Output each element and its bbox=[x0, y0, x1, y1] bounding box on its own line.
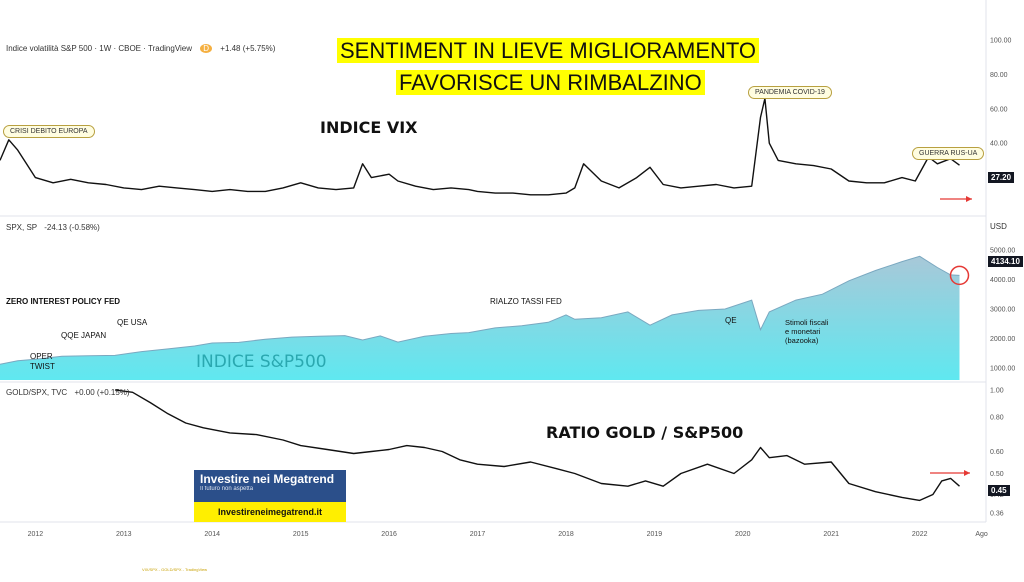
spx-header: SPX, SP -24.13 (-0.58%) bbox=[6, 223, 100, 232]
y-tick-label: 60.00 bbox=[990, 106, 1008, 113]
ann-twist: TWIST bbox=[30, 362, 55, 371]
ann-stimoli-3: (bazooka) bbox=[785, 336, 819, 345]
y-tick-label: 3000.00 bbox=[990, 307, 1015, 314]
spx-label: INDICE S&P500 bbox=[196, 352, 327, 372]
y-tick-label: 0.80 bbox=[990, 414, 1004, 421]
ratio-change: +0.00 (+0.15%) bbox=[74, 388, 130, 397]
spx-header-text: SPX, SP bbox=[6, 223, 37, 232]
logo-url: Investireneimegatrend.it bbox=[194, 502, 346, 522]
x-tick-label: 2014 bbox=[204, 531, 220, 538]
y-tick-label: 1.00 bbox=[990, 387, 1004, 394]
logo-subtitle: Il futuro non aspetta bbox=[200, 486, 254, 492]
spx-change: -24.13 (-0.58%) bbox=[44, 223, 100, 232]
y-tick-label: 0.60 bbox=[990, 449, 1004, 456]
ratio-header: GOLD/SPX, TVC +0.00 (+0.15%) bbox=[6, 388, 130, 397]
vix-line bbox=[0, 97, 960, 196]
ann-stimoli-1: Stimoli fiscali bbox=[785, 318, 829, 327]
x-tick-label: 2017 bbox=[470, 531, 486, 538]
x-tick-label: 2013 bbox=[116, 531, 132, 538]
y-tick-label: 0.50 bbox=[990, 471, 1004, 478]
vix-badge: D bbox=[200, 44, 213, 53]
logo-title: Investire nei Megatrend bbox=[200, 472, 335, 486]
ann-qe-usa: QE USA bbox=[117, 318, 148, 327]
headline-line2: FAVORISCE UN RIMBALZINO bbox=[396, 70, 705, 95]
callout-guerra: GUERRA RUS-UA bbox=[912, 147, 985, 160]
x-tick-label: 2021 bbox=[823, 531, 839, 538]
spx-highlight-circle bbox=[949, 265, 970, 286]
y-tick-label: 80.00 bbox=[990, 72, 1008, 79]
spx-currency: USD bbox=[990, 222, 1007, 231]
vix-label: INDICE VIX bbox=[320, 118, 418, 137]
spx-area bbox=[0, 256, 960, 380]
y-tick-label: 0.36 bbox=[990, 511, 1004, 518]
x-tick-label: 2022 bbox=[912, 531, 928, 538]
y-tick-label: 1000.00 bbox=[990, 366, 1015, 373]
callout-crisi: CRISI DEBITO EUROPA bbox=[3, 125, 95, 138]
headline-line1: SENTIMENT IN LIEVE MIGLIORAMENTO bbox=[337, 38, 760, 63]
ann-stimoli-2: e monetari bbox=[785, 327, 821, 336]
y-tick-label: 40.00 bbox=[990, 141, 1008, 148]
y-tick-label: 2000.00 bbox=[990, 336, 1015, 343]
ann-qqe: QQE JAPAN bbox=[61, 331, 107, 340]
logo-banner: Investire nei Megatrend Il futuro non as… bbox=[194, 470, 346, 502]
ann-zirp: ZERO INTEREST POLICY FED bbox=[6, 297, 121, 306]
x-tick-label: 2012 bbox=[28, 531, 44, 538]
x-tick-label: 2020 bbox=[735, 531, 751, 538]
x-tick-label: 2018 bbox=[558, 531, 574, 538]
spx-line bbox=[0, 255, 960, 365]
ann-oper: OPER bbox=[30, 352, 53, 361]
vix-header: Indice volatilità S&P 500 · 1W · CBOE · … bbox=[6, 44, 275, 53]
vix-header-text: Indice volatilità S&P 500 · 1W · CBOE · … bbox=[6, 44, 193, 53]
megatrend-logo: Investire nei Megatrend Il futuro non as… bbox=[194, 470, 346, 522]
ratio-label: RATIO GOLD / S&P500 bbox=[546, 423, 744, 442]
gold-spx-line bbox=[114, 389, 960, 502]
vix-last-tag: 27.20 bbox=[988, 172, 1015, 183]
x-tick-label: 2019 bbox=[647, 531, 663, 538]
y-tick-label: 4000.00 bbox=[990, 277, 1015, 284]
x-tick-label: 2015 bbox=[293, 531, 309, 538]
x-tick-label: Ago bbox=[975, 531, 988, 538]
x-tick-label: 2016 bbox=[381, 531, 397, 538]
ratio-header-text: GOLD/SPX, TVC bbox=[6, 388, 68, 397]
spx-last-tag: 4134.10 bbox=[988, 256, 1023, 267]
y-tick-label: 100.00 bbox=[990, 38, 1012, 45]
footnote: VIX/SPX - GOLD/SPX - TradingView bbox=[142, 567, 208, 572]
ann-qe: QE bbox=[725, 316, 737, 325]
ratio-arrow-head bbox=[964, 470, 970, 476]
vix-change: +1.48 (+5.75%) bbox=[220, 44, 276, 53]
ratio-last-tag: 0.45 bbox=[988, 485, 1010, 496]
callout-pandemia: PANDEMIA COVID-19 bbox=[748, 86, 832, 99]
vix-arrow-head bbox=[966, 196, 972, 202]
y-tick-label: 5000.00 bbox=[990, 247, 1015, 254]
ann-rialzo: RIALZO TASSI FED bbox=[490, 297, 562, 306]
